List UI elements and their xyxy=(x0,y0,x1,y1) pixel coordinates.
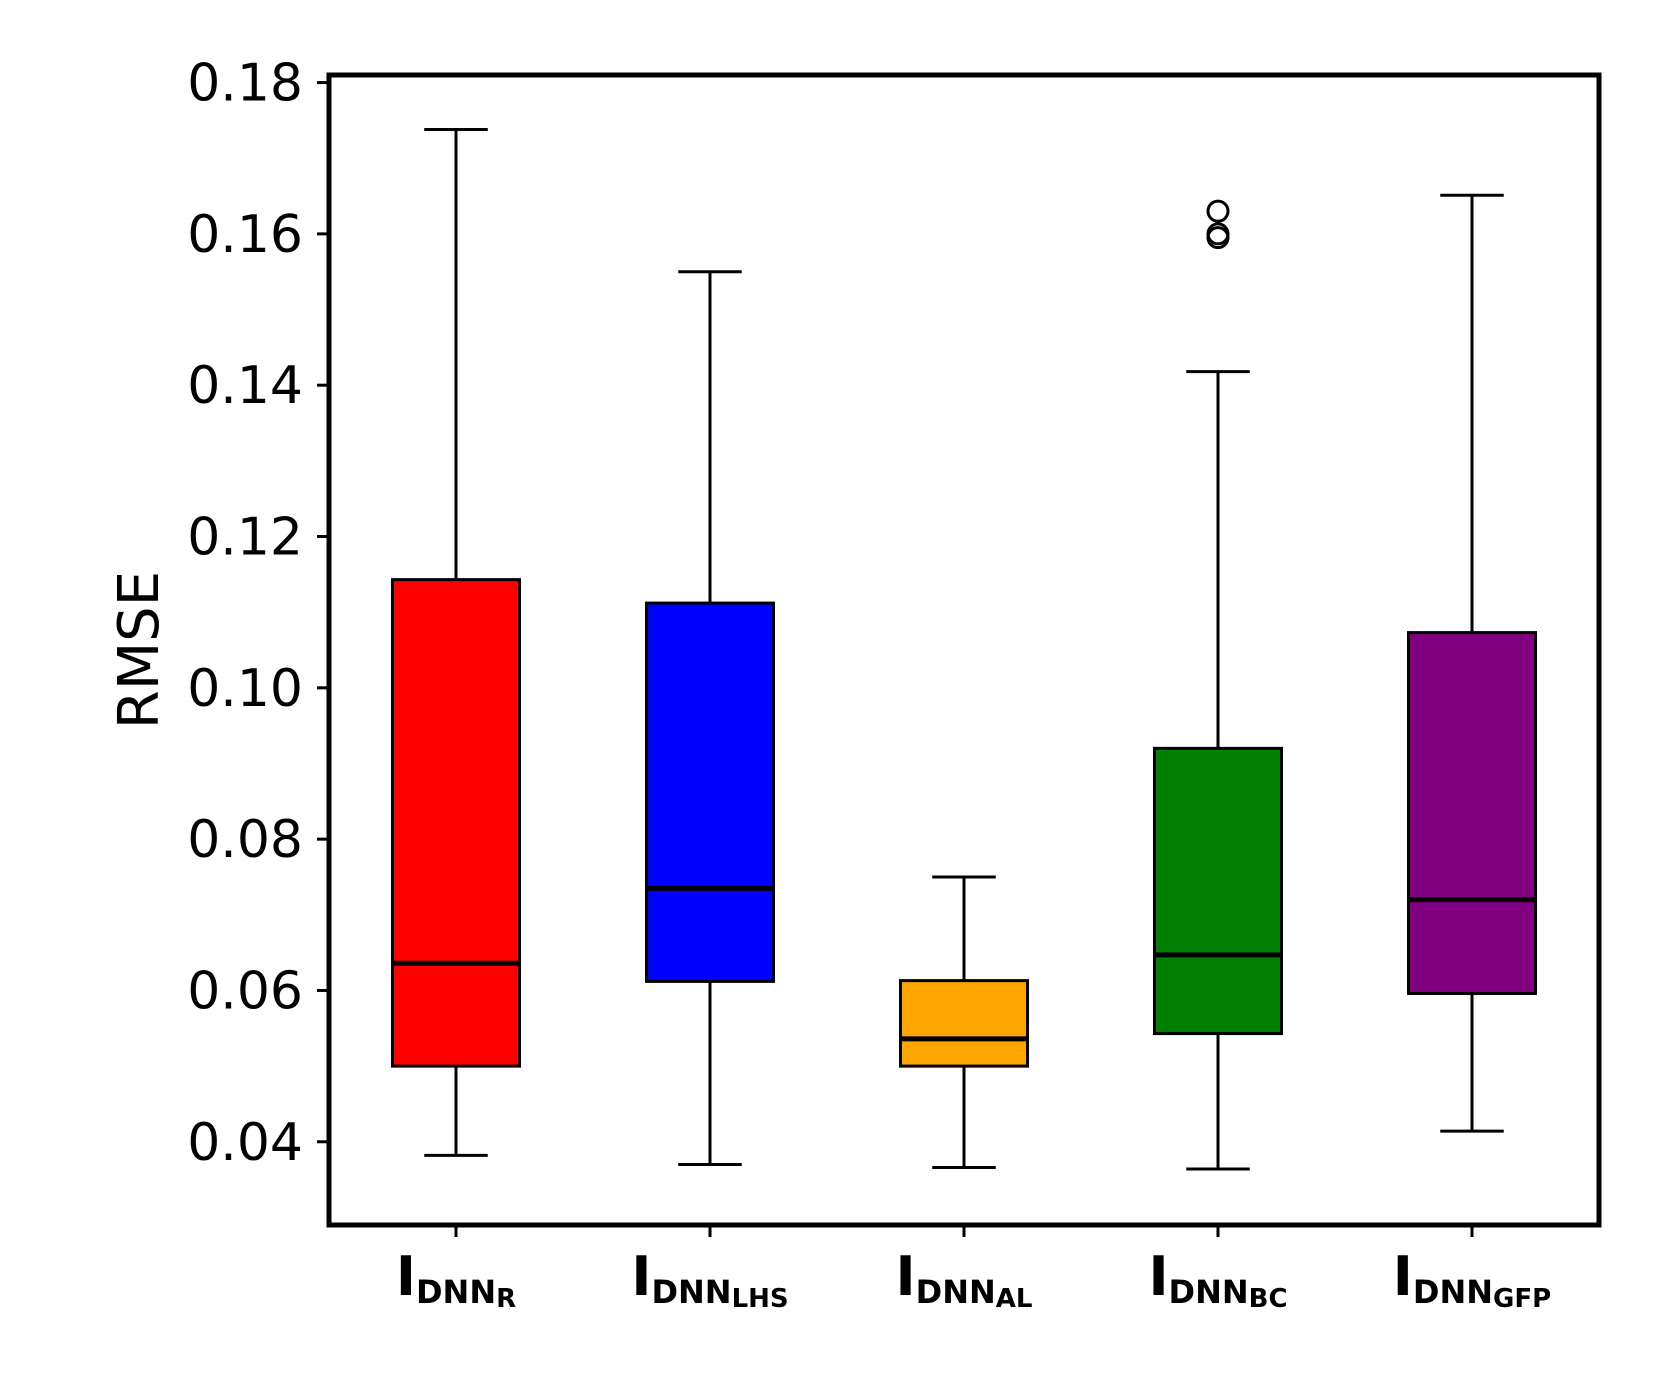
y-tick-label: 0.06 xyxy=(187,961,303,1021)
x-tick-label-main: I xyxy=(1148,1245,1168,1308)
y-tick-label: 0.04 xyxy=(187,1113,303,1173)
x-tick-label-sub: DNN xyxy=(416,1273,496,1311)
x-axis-ticks: IDNNR IDNNLHS IDNNAL IDNNBC IDNNGFP xyxy=(396,1225,1551,1314)
x-tick-label-main: I xyxy=(1393,1245,1413,1308)
x-tick-label-main: I xyxy=(631,1245,651,1308)
box-iqr xyxy=(899,979,1029,1068)
y-tick-label: 0.08 xyxy=(187,810,303,870)
x-tick-label-sub: DNN xyxy=(651,1273,731,1311)
y-tick-label: 0.10 xyxy=(187,659,303,719)
x-tick-label: IDNNGFP xyxy=(1393,1245,1551,1314)
box-iqr xyxy=(1153,746,1283,1036)
outlier-point xyxy=(1206,199,1230,223)
y-tick-label: 0.18 xyxy=(187,54,303,114)
box-group xyxy=(1407,193,1537,1133)
box-group xyxy=(1153,199,1283,1171)
x-tick-label: IDNNLHS xyxy=(631,1245,788,1314)
x-tick-label-subscript: LHS xyxy=(732,1284,789,1314)
x-tick-label-subscript: AL xyxy=(996,1284,1033,1314)
y-tick-label: 0.12 xyxy=(187,508,303,568)
x-tick-label-sub: DNN xyxy=(1413,1273,1493,1311)
box-group xyxy=(899,875,1029,1169)
x-tick-label-subscript: BC xyxy=(1249,1284,1288,1314)
y-axis-ticks: 0.04 0.06 0.08 0.10 0.12 0.14 0.16 0.18 xyxy=(187,54,329,1173)
box-group xyxy=(645,270,775,1166)
box-iqr xyxy=(1407,631,1537,995)
x-tick-label-sub: DNN xyxy=(1169,1273,1249,1311)
x-tick-label-main: I xyxy=(396,1245,416,1308)
x-tick-label: IDNNBC xyxy=(1148,1245,1287,1314)
x-tick-label-subscript: R xyxy=(496,1284,516,1314)
x-tick-label: IDNNR xyxy=(396,1245,516,1314)
y-tick-label: 0.14 xyxy=(187,356,303,416)
box-group xyxy=(391,127,521,1157)
x-tick-label-main: I xyxy=(896,1245,916,1308)
x-tick-label-sub: DNN xyxy=(916,1273,996,1311)
box-series xyxy=(391,127,1537,1171)
y-axis-label: RMSE xyxy=(107,571,172,729)
box-iqr xyxy=(645,601,775,983)
y-tick-label: 0.16 xyxy=(187,205,303,265)
x-tick-label-subscript: GFP xyxy=(1493,1284,1551,1314)
box-iqr xyxy=(391,578,521,1068)
outlier-point xyxy=(1206,222,1230,246)
x-tick-label: IDNNAL xyxy=(896,1245,1033,1314)
